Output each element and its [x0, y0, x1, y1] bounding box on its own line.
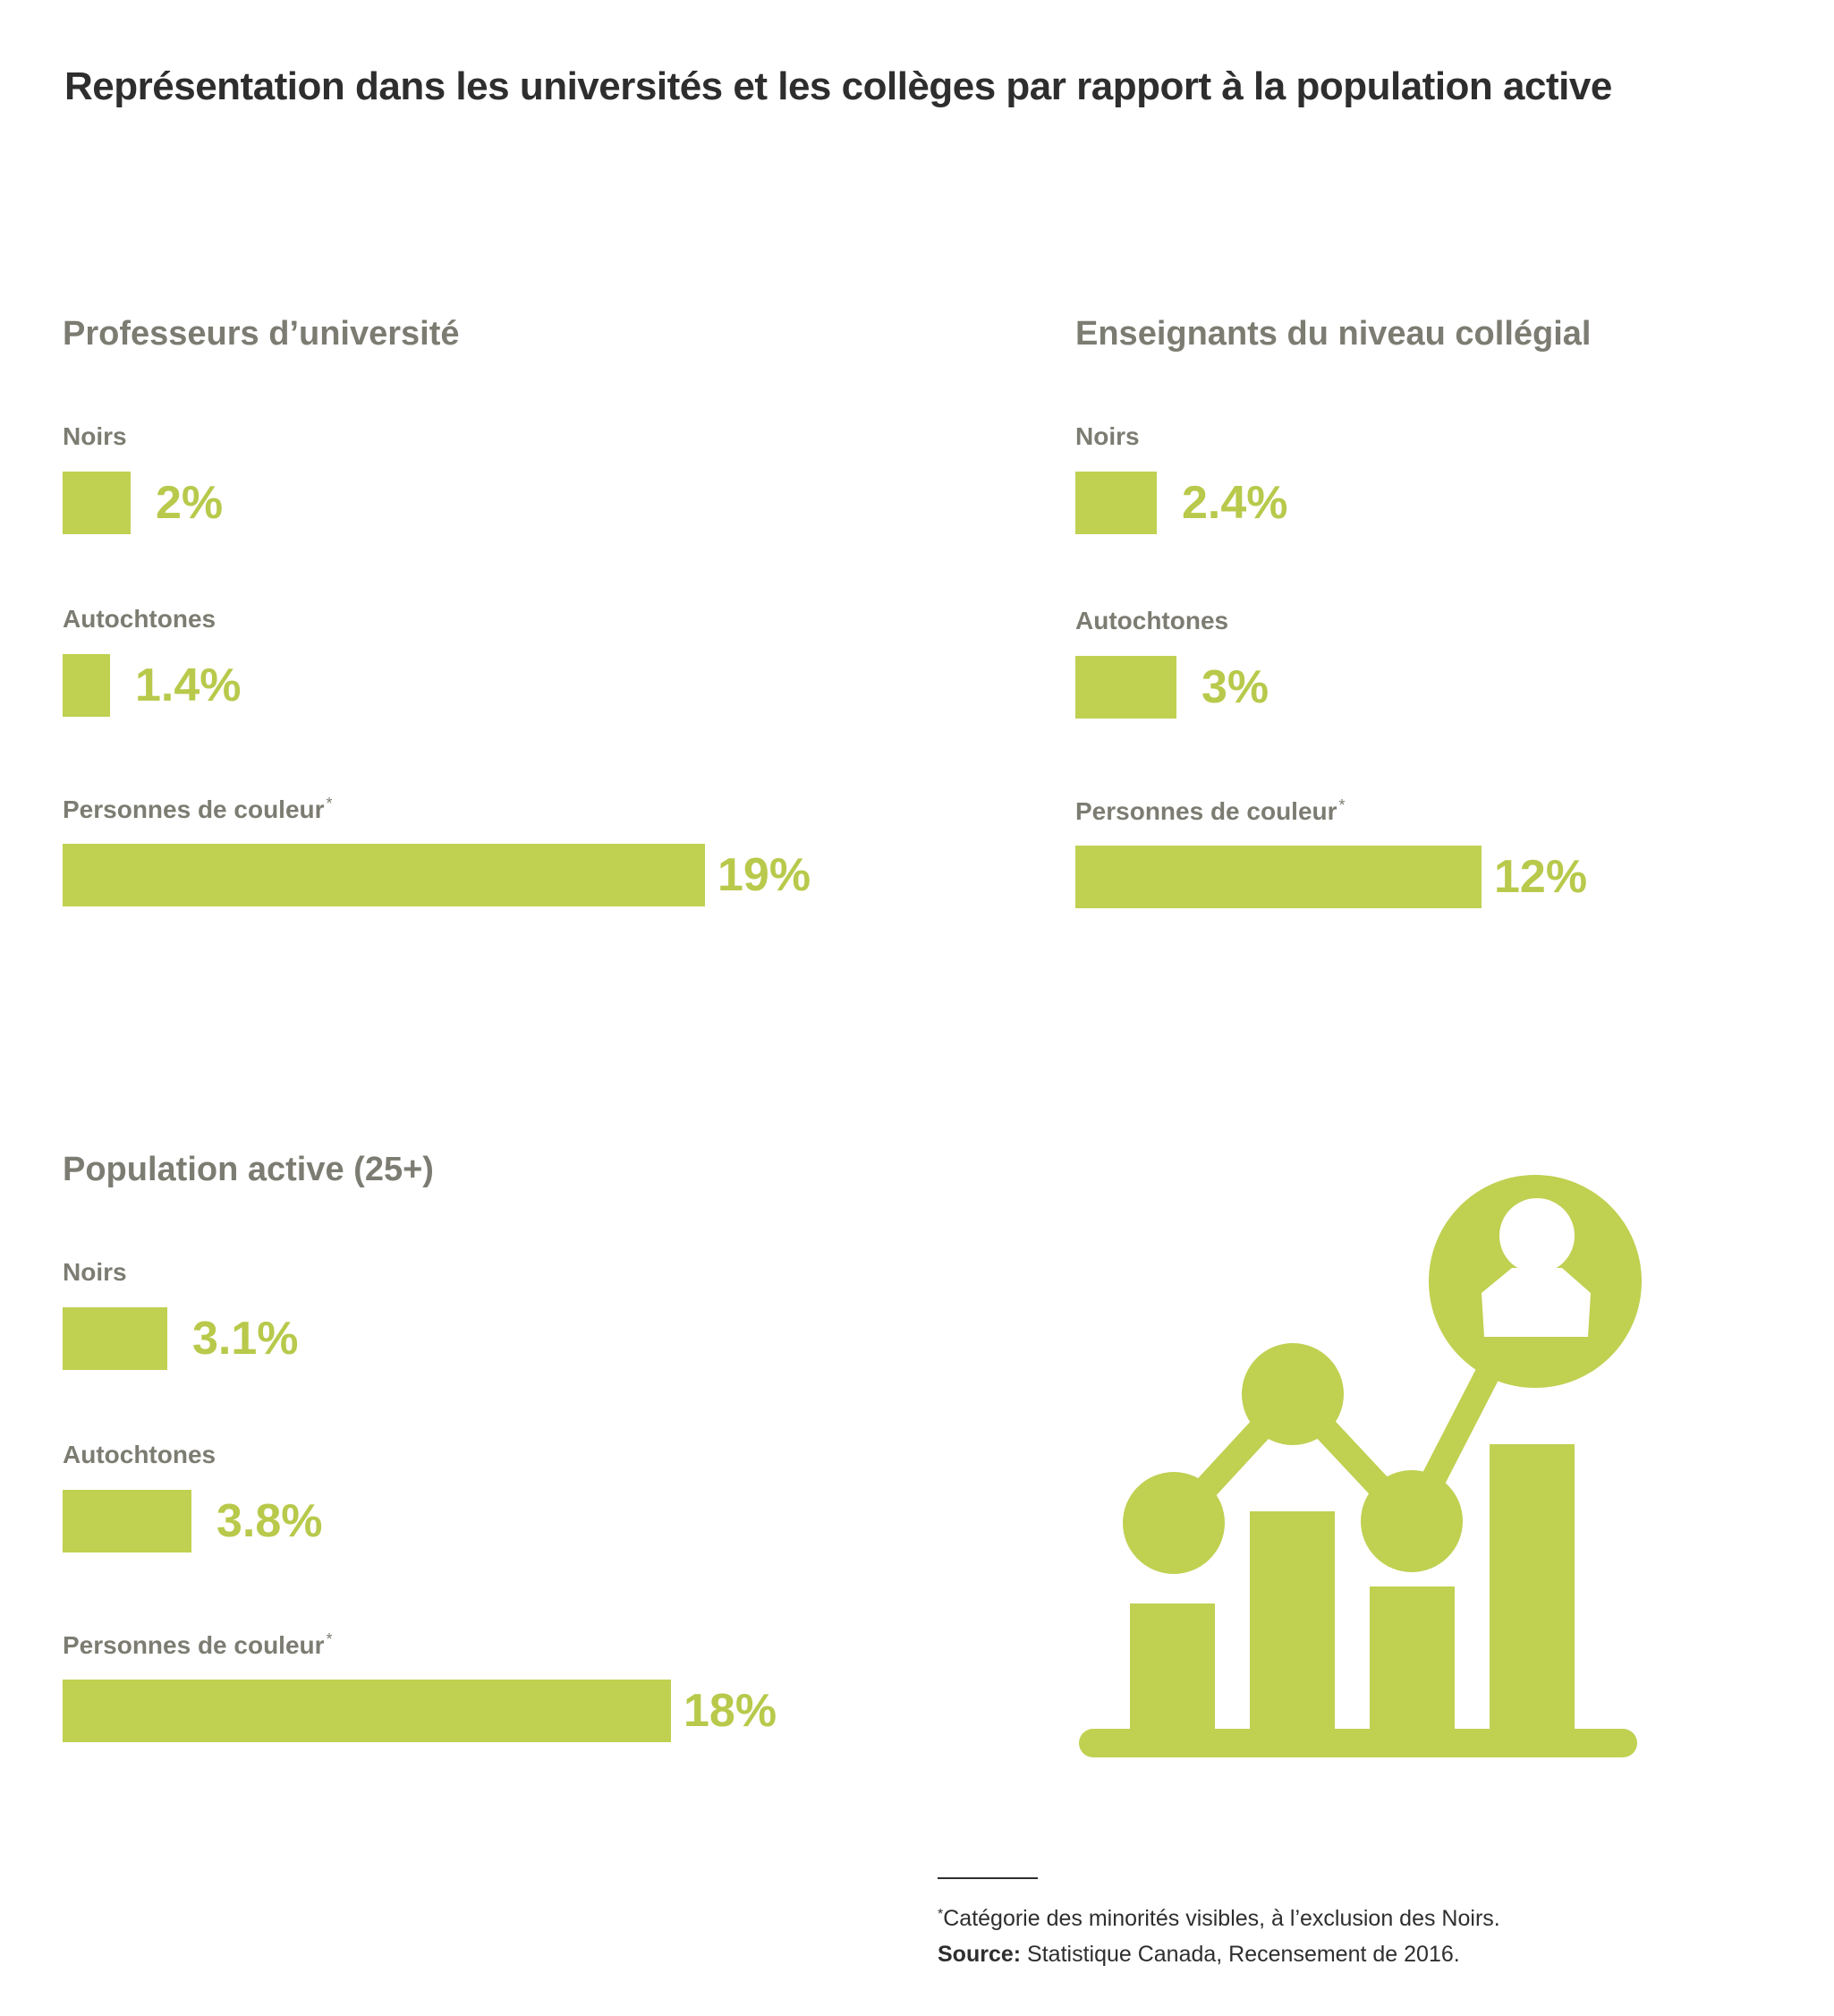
- bar: [1075, 846, 1482, 908]
- category-label: Autochtones: [63, 605, 217, 633]
- panel-title: Enseignants du niveau collégial: [1075, 315, 1592, 353]
- value-label: 2.4%: [1182, 477, 1288, 529]
- bar: [1075, 656, 1176, 719]
- footnote: *Catégorie des minorités visibles, à l’e…: [938, 1897, 1500, 1972]
- category-label: Personnes de couleur: [63, 795, 325, 823]
- bar: [63, 844, 705, 906]
- panel-title: Professeurs d’université: [63, 315, 460, 353]
- footnote-mark: *: [326, 795, 333, 812]
- category-label: Personnes de couleur: [63, 1631, 325, 1659]
- bar: [63, 1680, 671, 1742]
- bar-row: Personnes de couleur * 12%: [1075, 796, 1834, 975]
- bar-row: Autochtones 1.4%: [63, 605, 921, 784]
- value-label: 1.4%: [135, 659, 242, 711]
- footnote-mark: *: [938, 1907, 944, 1922]
- footnote-mark: *: [1338, 796, 1346, 814]
- bar: [1075, 472, 1157, 534]
- panel-title: Population active (25+): [63, 1151, 434, 1188]
- bar: [63, 1490, 191, 1552]
- bar-row: Personnes de couleur * 18%: [63, 1630, 921, 1809]
- value-label: 12%: [1494, 851, 1588, 903]
- value-label: 3.8%: [217, 1495, 323, 1547]
- footnote-text: Catégorie des minorités visibles, à l’ex…: [943, 1906, 1500, 1931]
- category-label: Noirs: [63, 422, 127, 450]
- bar-row: Autochtones 3.8%: [63, 1441, 921, 1620]
- category-label: Noirs: [63, 1258, 127, 1286]
- bar-row: Noirs 2%: [63, 422, 921, 601]
- bar-row: Noirs 2.4%: [1075, 422, 1834, 601]
- category-label: Autochtones: [63, 1441, 217, 1468]
- source-label: Source:: [938, 1942, 1022, 1967]
- footnote-mark: *: [326, 1630, 333, 1648]
- bar-row: Autochtones 3%: [1075, 607, 1834, 786]
- page-title: Représentation dans les universités et l…: [64, 64, 1612, 108]
- bar-row: Personnes de couleur * 19%: [63, 795, 921, 974]
- bar: [63, 472, 131, 534]
- bar: [63, 1307, 167, 1370]
- bar-row: Noirs 3.1%: [63, 1258, 921, 1437]
- growth-chart-person-icon: [1074, 1163, 1664, 1772]
- value-label: 2%: [156, 477, 224, 529]
- category-label: Noirs: [1075, 422, 1140, 450]
- value-label: 3.1%: [192, 1313, 299, 1365]
- value-label: 19%: [717, 849, 811, 901]
- footnote-divider: [938, 1877, 1038, 1879]
- value-label: 18%: [684, 1685, 777, 1737]
- bar: [63, 654, 110, 717]
- category-label: Autochtones: [1075, 607, 1229, 634]
- source-text: Statistique Canada, Recensement de 2016.: [1021, 1942, 1460, 1967]
- category-label: Personnes de couleur: [1075, 797, 1337, 825]
- value-label: 3%: [1201, 661, 1269, 713]
